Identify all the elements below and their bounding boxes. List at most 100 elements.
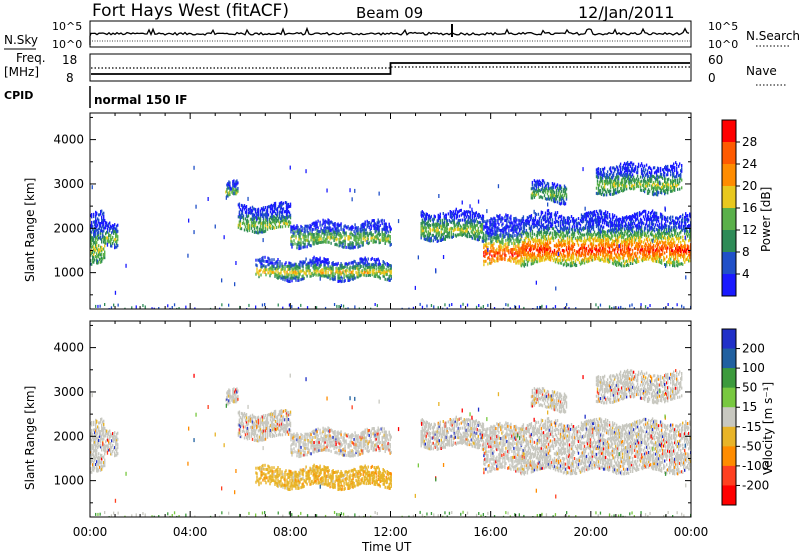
power-cell <box>548 187 551 191</box>
power-cell <box>289 204 292 208</box>
power-cell <box>297 225 299 229</box>
power-cell <box>664 231 666 235</box>
power-cell <box>617 261 620 265</box>
power-cell <box>474 224 476 228</box>
power-cell <box>685 250 687 254</box>
power-cell <box>302 235 304 239</box>
power-cell <box>425 237 427 241</box>
power-cell <box>619 234 622 238</box>
power-cell <box>352 246 354 250</box>
power-cell <box>348 270 350 274</box>
power-cell <box>386 228 388 232</box>
power-cell <box>95 214 97 218</box>
power-cell <box>287 272 289 276</box>
power-cell <box>389 240 391 244</box>
power-cell <box>117 235 119 239</box>
power-cell <box>99 252 101 256</box>
power-cell <box>486 222 488 226</box>
power-cell <box>587 229 590 233</box>
power-cell <box>522 224 525 228</box>
power-cell <box>589 248 592 252</box>
power-cell <box>584 215 587 218</box>
power-cell <box>683 258 685 262</box>
power-cell <box>523 244 526 248</box>
power-cell <box>644 253 647 257</box>
power-cell <box>590 255 593 259</box>
power-cell <box>677 260 679 264</box>
power-cell <box>340 225 342 229</box>
power-cell <box>676 237 678 241</box>
power-cell <box>600 238 603 242</box>
power-cell <box>467 210 469 214</box>
power-cell <box>664 257 666 261</box>
power-cell <box>505 232 507 236</box>
power-cell <box>285 276 287 280</box>
power-cell <box>240 209 243 213</box>
power-cell <box>504 243 506 247</box>
power-cell <box>621 221 624 225</box>
power-cell <box>303 245 305 249</box>
power-cell <box>277 217 280 221</box>
power-cell <box>386 235 388 239</box>
power-cell <box>291 271 293 275</box>
power-cell <box>594 233 597 237</box>
power-cell <box>643 209 646 213</box>
power-cell <box>337 266 339 270</box>
power-cell <box>339 277 341 280</box>
power-cell <box>598 237 601 241</box>
power-cell <box>312 262 314 266</box>
power-cell <box>107 230 109 234</box>
power-cell <box>599 230 602 234</box>
power-cell <box>588 259 591 263</box>
power-cell <box>316 238 318 242</box>
power-cell <box>682 245 684 249</box>
power-cell <box>492 223 494 226</box>
power-cell <box>303 227 305 231</box>
power-cell <box>649 241 652 245</box>
power-cell <box>446 219 448 223</box>
power-cell <box>473 215 475 218</box>
power-cell <box>298 244 300 248</box>
power-cell <box>423 212 425 216</box>
power-cell <box>548 258 551 261</box>
power-cell <box>494 233 496 236</box>
power-cell <box>261 262 263 266</box>
power-cell <box>504 235 506 238</box>
power-cell <box>625 218 628 222</box>
power-cell <box>310 233 312 236</box>
power-cell <box>450 213 452 217</box>
power-cell <box>346 269 348 273</box>
power-cell <box>528 226 531 230</box>
power-cell <box>671 252 673 256</box>
power-cell <box>286 214 289 218</box>
power-cell <box>372 268 374 272</box>
power-cell <box>590 235 593 239</box>
power-cell <box>498 251 500 255</box>
power-cell <box>457 221 459 225</box>
power-cell <box>232 191 234 195</box>
power-cell <box>609 177 612 181</box>
power-cell <box>325 220 327 224</box>
power-cell <box>336 232 338 236</box>
power-cell <box>616 171 619 175</box>
power-cell <box>306 274 308 278</box>
power-cell <box>310 274 312 278</box>
power-cell <box>563 254 566 258</box>
power-cell <box>296 242 298 246</box>
power-cell <box>381 228 383 232</box>
power-cell <box>480 216 482 220</box>
power-cell <box>594 213 597 217</box>
power-cell <box>108 224 110 228</box>
power-cell <box>633 240 636 244</box>
power-cell <box>93 233 95 237</box>
power-cell <box>626 254 629 258</box>
power-cell <box>320 263 322 267</box>
power-cell <box>474 219 476 223</box>
power-cell <box>584 256 587 260</box>
power-cell <box>372 240 374 244</box>
power-cell <box>443 229 445 233</box>
power-cell <box>598 191 601 195</box>
power-cell <box>504 248 506 252</box>
power-cell <box>289 213 292 217</box>
power-cell <box>383 219 385 223</box>
